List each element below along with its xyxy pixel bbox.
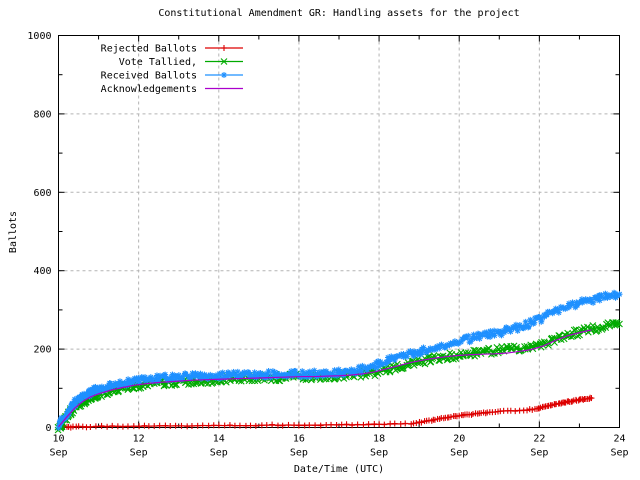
data-series-group	[54, 289, 623, 434]
x-tick-label-month: Sep	[290, 448, 308, 459]
y-tick-label: 800	[33, 109, 51, 120]
x-tick-label-month: Sep	[450, 448, 468, 459]
x-tick-label-day: 10	[52, 434, 64, 445]
x-tick-label-day: 20	[453, 434, 465, 445]
series-markers	[55, 289, 623, 431]
x-tick-label-day: 22	[533, 434, 545, 445]
x-tick-label-day: 24	[613, 434, 625, 445]
y-tick-label: 200	[33, 345, 51, 356]
y-tick-label: 400	[33, 266, 51, 277]
x-tick-label-month: Sep	[210, 448, 228, 459]
y-axis-tick-labels: 0 200 400 600 800 1000	[27, 31, 51, 434]
y-axis-label: Ballots	[8, 211, 19, 253]
y-tick-label: 1000	[27, 31, 51, 42]
legend-label-0: Rejected Ballots	[101, 44, 197, 55]
x-tick-label-day: 14	[213, 434, 225, 445]
y-tick-label: 600	[33, 188, 51, 199]
x-axis-tick-labels: 10 Sep 12 Sep 14 Sep 16 Sep 18 Sep 20 Sep 22 Sep 24 Sep	[49, 434, 628, 459]
x-tick-label-month: Sep	[130, 448, 148, 459]
x-tick-label-day: 16	[293, 434, 305, 445]
x-tick-label-month: Sep	[530, 448, 548, 459]
legend-swatch-marker-1	[220, 58, 228, 65]
plot-frame	[58, 35, 620, 428]
legend-label-2: Received Ballots	[101, 71, 197, 82]
x-tick-label-month: Sep	[370, 448, 388, 459]
y-tick-label: 0	[45, 423, 51, 434]
x-tick-label-month: Sep	[49, 448, 67, 459]
series-acknowledgements	[58, 329, 592, 428]
x-tick-label-day: 18	[373, 434, 385, 445]
chart-title: Constitutional Amendment GR: Handling as…	[158, 8, 519, 19]
x-tick-label-day: 12	[133, 434, 145, 445]
x-axis-label: Date/Time (UTC)	[294, 464, 384, 475]
legend-swatch-marker-2	[221, 72, 227, 78]
chart-legend: Rejected Ballots Vote Tallied, Received Ba…	[101, 44, 243, 95]
legend-label-1: Vote Tallied,	[119, 57, 197, 68]
legend-label-3: Acknowledgements	[101, 84, 197, 95]
series-rejected-ballots	[55, 394, 595, 432]
legend-swatch-marker-0	[221, 45, 227, 51]
series-markers	[55, 394, 595, 432]
series-line	[58, 329, 592, 428]
x-tick-label-month: Sep	[610, 448, 628, 459]
series-received-ballots	[55, 289, 623, 431]
